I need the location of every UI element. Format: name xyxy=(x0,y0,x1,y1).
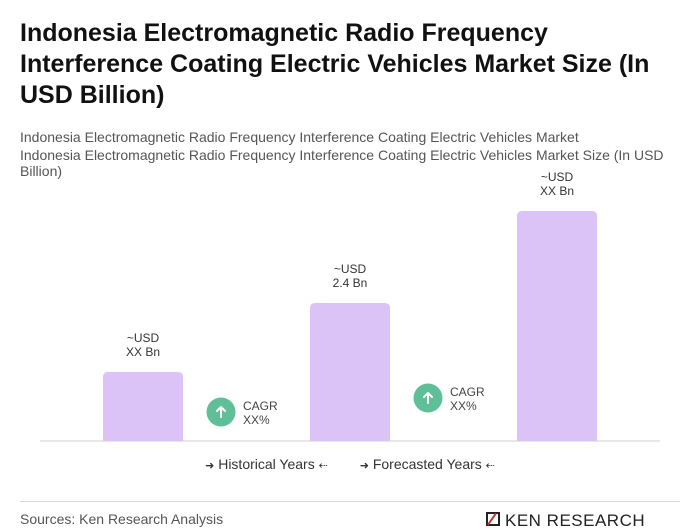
bar-value-label: XX Bn xyxy=(126,345,160,359)
legend-historical-label: Historical Years xyxy=(218,456,315,472)
bar-value-label: XX Bn xyxy=(540,184,574,198)
bar-value-label: ~USD xyxy=(127,331,160,345)
cagr-label: XX% xyxy=(450,399,477,413)
chart-legend: ➜ Historical Years ⇠ ➜ Forecasted Years … xyxy=(0,456,700,472)
cagr-label: CAGR xyxy=(243,399,278,413)
logo-text: KEN RESEARCH xyxy=(505,511,646,530)
source-note: Sources: Ken Research Analysis xyxy=(20,511,224,527)
arrow-up-icon xyxy=(216,406,226,418)
ken-research-logo: KEN RESEARCH xyxy=(486,511,645,531)
logo-icon xyxy=(486,512,500,526)
footer-divider xyxy=(20,501,680,502)
chart-title: Indonesia Electromagnetic Radio Frequenc… xyxy=(20,19,650,109)
bar-value-label: 2.4 Bn xyxy=(333,276,368,290)
arrow-up-icon xyxy=(423,392,433,404)
chart-subtitle-secondary: Indonesia Electromagnetic Radio Frequenc… xyxy=(20,147,664,179)
arrow-left-icon: ⇠ xyxy=(318,460,328,472)
bar xyxy=(103,372,183,441)
legend-forecasted-label: Forecasted Years xyxy=(372,456,482,472)
legend-historical: ➜ Historical Years ⇠ xyxy=(205,456,328,472)
bar xyxy=(517,211,597,441)
bar xyxy=(310,303,390,441)
cagr-label: CAGR xyxy=(450,385,485,399)
arrow-right-icon: ➜ xyxy=(205,460,215,472)
legend-forecasted: ➜ Forecasted Years ⇠ xyxy=(360,456,495,472)
bar-value-label: ~USD xyxy=(541,170,574,184)
bar-value-label: ~USD xyxy=(334,262,367,276)
arrow-right-icon: ➜ xyxy=(359,460,369,472)
arrow-left-icon: ⇠ xyxy=(485,460,495,472)
chart-subtitle: Indonesia Electromagnetic Radio Frequenc… xyxy=(20,129,579,145)
cagr-label: XX% xyxy=(243,413,270,427)
